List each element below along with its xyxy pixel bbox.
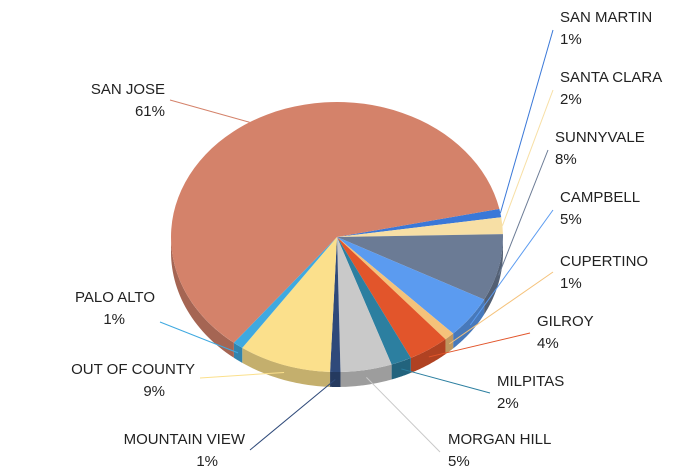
value-label: 1% [196, 453, 218, 470]
slice [337, 237, 411, 365]
value-label: 8% [555, 151, 577, 168]
leader-line [449, 271, 554, 345]
leader-line [401, 368, 491, 394]
category-label: CAMPBELL [560, 189, 640, 206]
slice [233, 237, 337, 348]
slice-side [340, 364, 392, 387]
category-label: GILROY [537, 313, 594, 330]
value-label: 2% [560, 91, 582, 108]
slice-side [445, 333, 454, 355]
slice-side [330, 371, 341, 387]
value-label: 9% [143, 383, 165, 400]
slice [337, 234, 503, 300]
category-label: SANTA CLARA [560, 69, 662, 86]
category-label: CUPERTINO [560, 253, 648, 270]
leader-line [499, 29, 554, 214]
slice-side [171, 237, 234, 358]
value-label: 1% [560, 31, 582, 48]
category-label: SAN JOSE [91, 81, 165, 98]
category-label: MORGAN HILL [448, 431, 551, 448]
slice-side [410, 339, 446, 373]
category-label: PALO ALTO [75, 289, 155, 306]
leader-line [159, 321, 239, 354]
slice [337, 237, 485, 334]
value-label: 1% [103, 311, 125, 328]
leader-line [366, 377, 441, 453]
leader-line [169, 99, 250, 123]
slice-side [233, 342, 243, 363]
category-label: MILPITAS [497, 373, 564, 390]
leader-line [249, 379, 336, 451]
slice [337, 208, 502, 237]
slice [170, 101, 500, 343]
leader-line [469, 209, 554, 326]
slice [330, 237, 341, 373]
value-label: 2% [497, 395, 519, 412]
leader-line [199, 371, 285, 379]
slice-side [391, 357, 411, 380]
category-label: SAN MARTIN [560, 9, 652, 26]
slice [337, 237, 446, 358]
slice-side [484, 237, 503, 315]
leader-line [498, 149, 549, 276]
value-label: 61% [135, 103, 165, 120]
value-label: 5% [560, 211, 582, 228]
slice [337, 217, 503, 237]
slice [242, 237, 337, 372]
leader-line [428, 332, 531, 358]
value-label: 1% [560, 275, 582, 292]
slice [337, 237, 392, 372]
category-label: OUT OF COUNTY [71, 361, 195, 378]
value-label: 4% [537, 335, 559, 352]
leader-line [501, 89, 554, 226]
value-label: 5% [448, 453, 470, 470]
slice [337, 237, 454, 340]
slice-side [242, 347, 331, 387]
category-label: SUNNYVALE [555, 129, 645, 146]
category-label: MOUNTAIN VIEW [124, 431, 246, 448]
